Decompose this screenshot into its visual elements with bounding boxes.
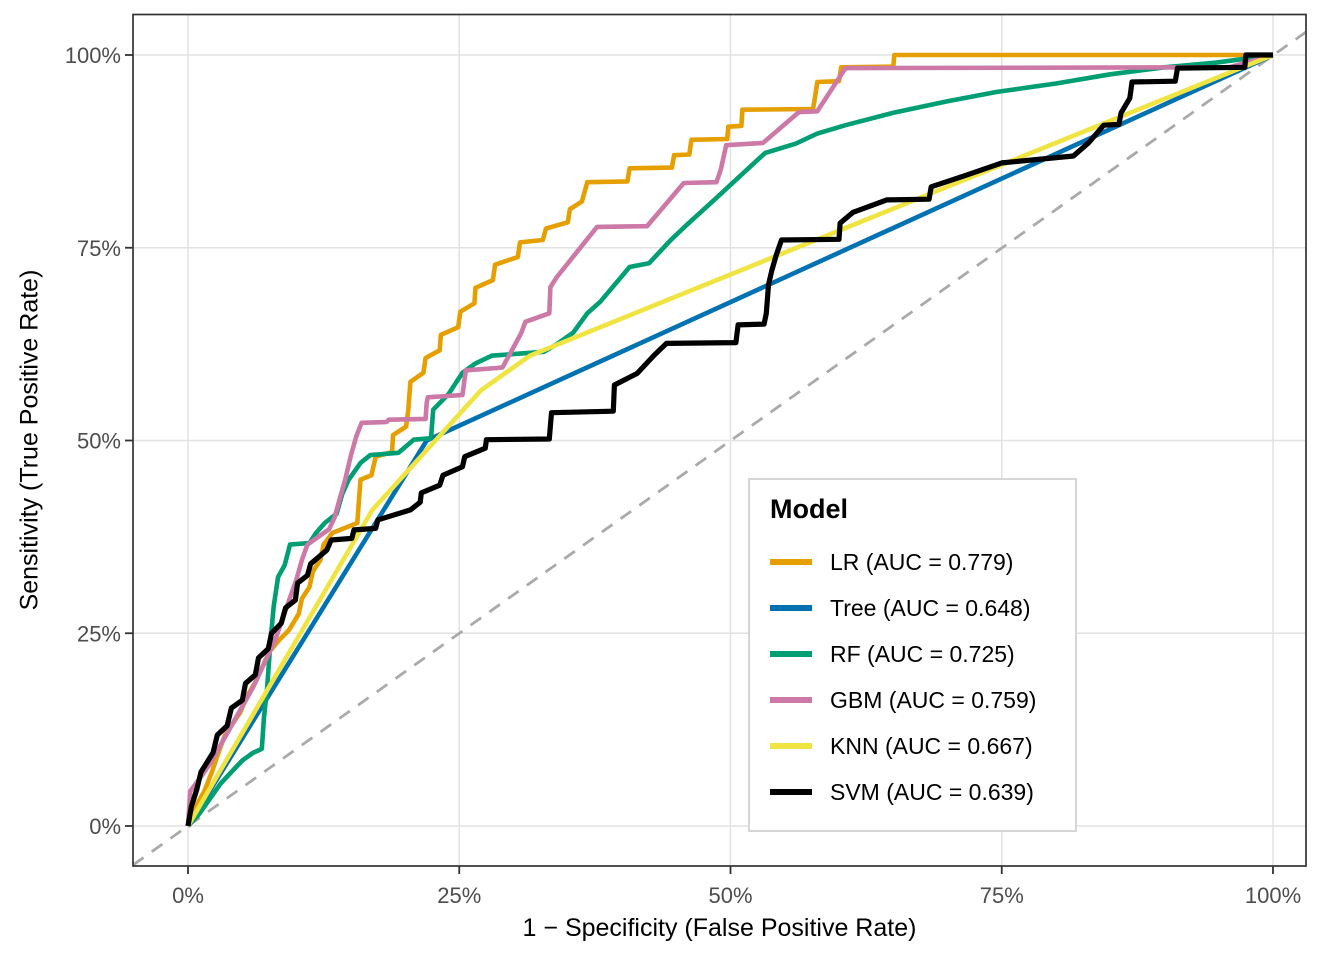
x-tick-label: 0%: [172, 883, 204, 908]
legend-item-LR: LR (AUC = 0.779): [770, 539, 1075, 585]
legend-item-GBM: GBM (AUC = 0.759): [770, 677, 1075, 723]
legend-key-LR: [770, 559, 812, 565]
x-tick-label: 50%: [708, 883, 752, 908]
legend-label-KNN: KNN (AUC = 0.667): [830, 732, 1033, 759]
legend-item-KNN: KNN (AUC = 0.667): [770, 723, 1075, 769]
legend-label-RF: RF (AUC = 0.725): [830, 640, 1015, 667]
legend-item-RF: RF (AUC = 0.725): [770, 631, 1075, 677]
legend-label-GBM: GBM (AUC = 0.759): [830, 686, 1037, 713]
y-tick-label: 0%: [89, 814, 121, 839]
legend-key-SVM: [770, 789, 812, 795]
x-tick-label: 25%: [437, 883, 481, 908]
y-axis-title: Sensitivity (True Positive Rate): [15, 269, 44, 611]
x-tick-label: 75%: [980, 883, 1024, 908]
legend-items: LR (AUC = 0.779) Tree (AUC = 0.648) RF (AU…: [770, 539, 1075, 815]
legend-label-LR: LR (AUC = 0.779): [830, 548, 1014, 575]
x-tick-label: 100%: [1245, 883, 1301, 908]
roc-curve-RF: [186, 52, 1274, 828]
legend-key-Tree: [770, 605, 812, 611]
x-axis-title: 1 − Specificity (False Positive Rate): [522, 914, 917, 942]
legend-label-Tree: Tree (AUC = 0.648): [830, 594, 1031, 621]
legend-key-GBM: [770, 697, 812, 703]
y-tick-label: 50%: [77, 429, 121, 454]
legend-key-RF: [770, 651, 812, 657]
legend-item-SVM: SVM (AUC = 0.639): [770, 769, 1075, 815]
y-tick-label: 100%: [65, 43, 121, 68]
legend-title: Model: [770, 494, 848, 524]
y-tick-label: 75%: [77, 236, 121, 261]
roc-curve-GBM: [185, 52, 1274, 827]
legend-key-KNN: [770, 743, 812, 749]
y-tick-label: 25%: [77, 621, 121, 646]
legend-label-SVM: SVM (AUC = 0.639): [830, 778, 1034, 805]
roc-curve-SVM: [185, 52, 1273, 827]
legend-item-Tree: Tree (AUC = 0.648): [770, 585, 1075, 631]
chance-diagonal: [132, 30, 1307, 867]
legend-box: Model LR (AUC = 0.779) Tree (AUC = 0.648)…: [748, 478, 1077, 832]
